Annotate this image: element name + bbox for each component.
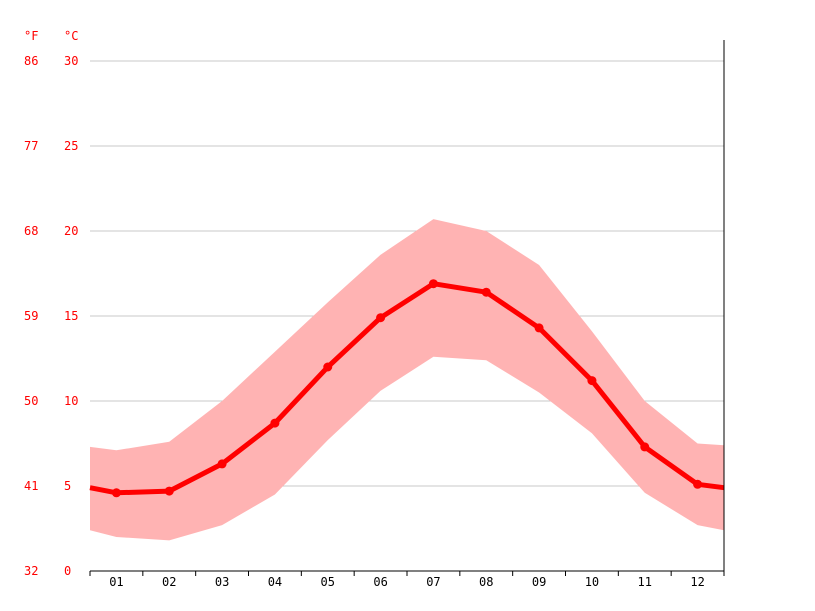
data-point-02 xyxy=(164,486,174,496)
data-point-10 xyxy=(587,376,597,386)
fahrenheit-tick-label: 77 xyxy=(24,139,38,153)
fahrenheit-unit-label: °F xyxy=(24,29,38,43)
month-tick-label: 07 xyxy=(426,575,440,589)
data-point-01 xyxy=(111,488,121,498)
celsius-tick-label: 30 xyxy=(64,54,78,68)
fahrenheit-tick-label: 86 xyxy=(24,54,38,68)
month-tick-label: 06 xyxy=(373,575,387,589)
month-tick-label: 03 xyxy=(215,575,229,589)
celsius-tick-label: 0 xyxy=(64,564,71,578)
celsius-unit-label: °C xyxy=(64,29,78,43)
celsius-tick-label: 20 xyxy=(64,224,78,238)
data-point-06 xyxy=(376,313,386,323)
data-point-03 xyxy=(217,459,227,469)
fahrenheit-tick-label: 59 xyxy=(24,309,38,323)
fahrenheit-tick-label: 41 xyxy=(24,479,38,493)
month-tick-label: 08 xyxy=(479,575,493,589)
data-points xyxy=(111,279,703,498)
month-tick-label: 01 xyxy=(109,575,123,589)
month-tick-label: 12 xyxy=(690,575,704,589)
data-point-05 xyxy=(323,362,333,372)
month-tick-label: 05 xyxy=(321,575,335,589)
data-point-12 xyxy=(693,479,703,489)
fahrenheit-tick-label: 32 xyxy=(24,564,38,578)
average-temperature-line xyxy=(89,281,725,496)
data-point-09 xyxy=(534,323,544,333)
month-tick-label: 02 xyxy=(162,575,176,589)
fahrenheit-tick-label: 50 xyxy=(24,394,38,408)
month-tick-label: 11 xyxy=(638,575,652,589)
celsius-tick-label: 25 xyxy=(64,139,78,153)
data-point-04 xyxy=(270,418,280,428)
axes xyxy=(89,40,725,576)
data-point-08 xyxy=(481,287,491,297)
celsius-tick-label: 15 xyxy=(64,309,78,323)
celsius-tick-label: 10 xyxy=(64,394,78,408)
fahrenheit-tick-label: 68 xyxy=(24,224,38,238)
data-point-07 xyxy=(428,279,438,289)
temperature-range-band xyxy=(90,219,724,541)
data-point-11 xyxy=(640,442,650,452)
month-tick-label: 04 xyxy=(268,575,282,589)
celsius-tick-label: 5 xyxy=(64,479,71,493)
month-tick-label: 10 xyxy=(585,575,599,589)
month-tick-label: 09 xyxy=(532,575,546,589)
